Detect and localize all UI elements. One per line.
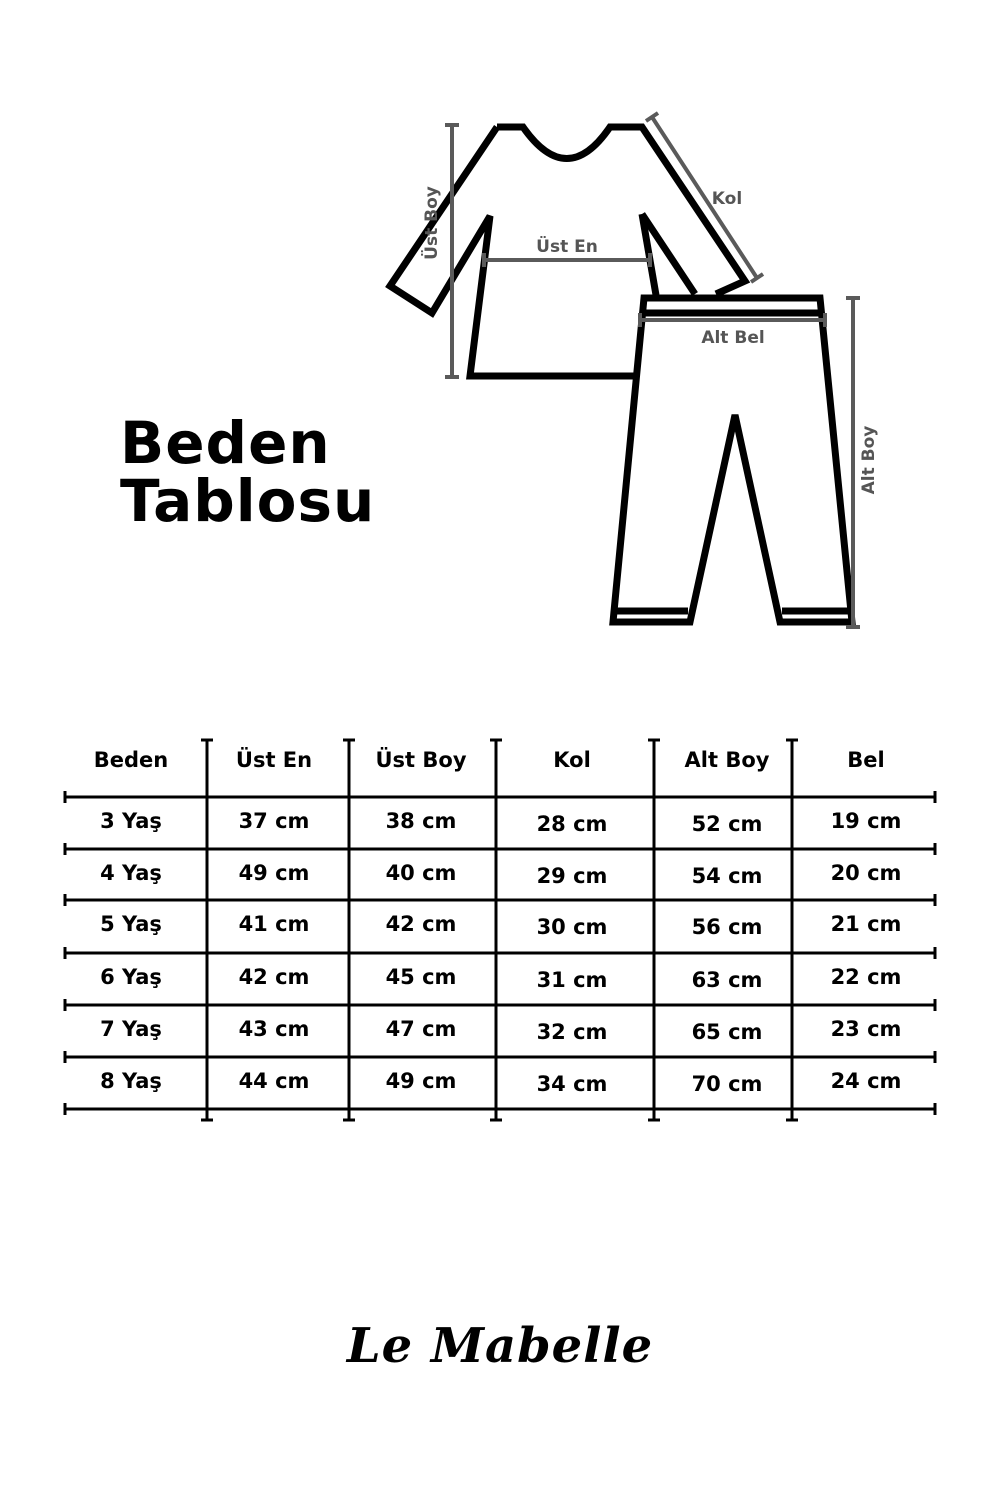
- table-cell: 23 cm: [830, 1017, 902, 1041]
- table-cell: 49 cm: [238, 861, 310, 885]
- column-header: Bel: [847, 748, 885, 772]
- table-grid: [63, 738, 937, 1122]
- title-line-1: Beden: [120, 409, 331, 477]
- table-cell: 4 Yaş: [100, 861, 162, 885]
- table-cell: 19 cm: [830, 809, 902, 833]
- table-cell: 34 cm: [536, 1072, 608, 1096]
- table-cell: 54 cm: [691, 864, 763, 888]
- table-cell: 40 cm: [385, 861, 457, 885]
- table-cell: 8 Yaş: [100, 1069, 162, 1093]
- label-kol: Kol: [712, 189, 742, 209]
- table-cell: 22 cm: [830, 965, 902, 989]
- table-cell: 42 cm: [238, 965, 310, 989]
- table-cell: 32 cm: [536, 1020, 608, 1044]
- table-cell: 42 cm: [385, 912, 457, 936]
- column-header: Kol: [553, 748, 591, 772]
- table-cell: 47 cm: [385, 1017, 457, 1041]
- label-alt-boy: Alt Boy: [859, 426, 879, 495]
- shirt-outline: [385, 123, 751, 380]
- column-header: Üst Boy: [375, 748, 467, 772]
- pants-outline: [609, 294, 856, 626]
- table-cell: 45 cm: [385, 965, 457, 989]
- table-cell: 21 cm: [830, 912, 902, 936]
- table-cell: 41 cm: [238, 912, 310, 936]
- table-cell: 24 cm: [830, 1069, 902, 1093]
- table-cell: 65 cm: [691, 1020, 763, 1044]
- table-cell: 7 Yaş: [100, 1017, 162, 1041]
- title-line-2: Tablosu: [120, 467, 376, 535]
- table-cell: 52 cm: [691, 812, 763, 836]
- table-cell: 31 cm: [536, 968, 608, 992]
- table-cell: 37 cm: [238, 809, 310, 833]
- table-cell: 56 cm: [691, 915, 763, 939]
- label-ust-boy: Üst Boy: [420, 186, 442, 260]
- table-cell: 30 cm: [536, 915, 608, 939]
- table-cell: 49 cm: [385, 1069, 457, 1093]
- page-title: Beden Tablosu: [120, 414, 375, 530]
- table-cell: 20 cm: [830, 861, 902, 885]
- table-cell: 29 cm: [536, 864, 608, 888]
- table-cell: 5 Yaş: [100, 912, 162, 936]
- label-alt-bel: Alt Bel: [701, 328, 764, 348]
- column-header: Beden: [93, 748, 169, 772]
- column-header: Alt Boy: [684, 748, 770, 772]
- table-cell: 70 cm: [691, 1072, 763, 1096]
- table-cell: 38 cm: [385, 809, 457, 833]
- table-cell: 43 cm: [238, 1017, 310, 1041]
- table-cell: 63 cm: [691, 968, 763, 992]
- table-cell: 3 Yaş: [100, 809, 162, 833]
- table-cell: 6 Yaş: [100, 965, 162, 989]
- measure-lines: [445, 111, 860, 629]
- table-cell: 28 cm: [536, 812, 608, 836]
- column-header: Üst En: [235, 748, 313, 772]
- table-cell: 44 cm: [238, 1069, 310, 1093]
- brand-logo: Le Mabelle: [346, 1318, 654, 1374]
- label-ust-en: Üst En: [536, 235, 598, 257]
